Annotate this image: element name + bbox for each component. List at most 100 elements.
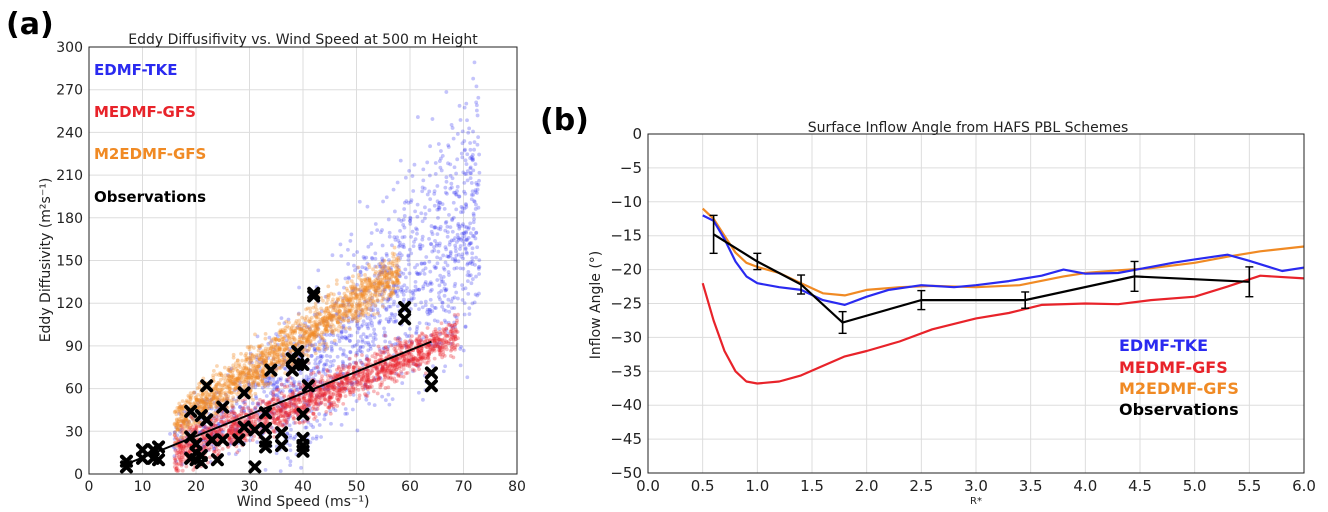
m2edmf-gfs-point xyxy=(389,274,394,279)
m2edmf-gfs-point xyxy=(345,302,349,307)
m2edmf-gfs-point xyxy=(389,277,393,282)
medmf-gfs-point xyxy=(251,419,256,424)
medmf-gfs-point xyxy=(322,387,327,391)
edmf-tke-point xyxy=(455,296,460,301)
edmf-tke-point xyxy=(343,411,348,416)
m2edmf-gfs-point xyxy=(351,282,356,286)
edmf-tke-point xyxy=(288,459,293,464)
m2edmf-gfs-point xyxy=(207,398,212,403)
edmf-tke-point xyxy=(401,292,406,297)
edmf-tke-point xyxy=(428,297,433,302)
m2edmf-gfs-point xyxy=(213,386,218,391)
edmf-tke-point xyxy=(438,165,443,170)
edmf-tke-point xyxy=(382,330,387,335)
m2edmf-gfs-point xyxy=(382,273,387,278)
edmf-tke-point xyxy=(300,419,305,423)
m2edmf-gfs-point xyxy=(329,291,334,296)
edmf-tke-point xyxy=(454,266,459,270)
edmf-tke-point xyxy=(457,194,461,199)
edmf-tke-point xyxy=(211,416,216,421)
edmf-tke-point xyxy=(435,261,440,266)
edmf-tke-point xyxy=(366,326,371,331)
edmf-tke-point xyxy=(452,295,457,300)
edmf-tke-point xyxy=(438,256,443,261)
edmf-tke-point xyxy=(314,436,319,441)
edmf-tke-point xyxy=(207,404,212,409)
m2edmf-gfs-point xyxy=(234,399,238,404)
medmf-gfs-point xyxy=(179,423,184,428)
edmf-tke-point xyxy=(437,283,442,288)
edmf-tke-point xyxy=(232,388,237,393)
medmf-gfs-point xyxy=(399,369,403,374)
edmf-tke-point xyxy=(455,184,460,189)
medmf-gfs-point xyxy=(364,357,369,361)
edmf-tke-point xyxy=(279,382,284,387)
edmf-tke-point xyxy=(232,413,237,418)
m2edmf-gfs-point xyxy=(208,393,213,398)
edmf-tke-point xyxy=(338,346,343,351)
edmf-tke-point xyxy=(472,217,476,222)
m2edmf-gfs-point xyxy=(175,421,180,426)
m2edmf-gfs-point xyxy=(285,343,289,348)
edmf-tke-point xyxy=(399,270,403,275)
m2edmf-gfs-point xyxy=(194,398,199,403)
edmf-tke-point xyxy=(469,155,474,159)
m2edmf-gfs-point xyxy=(380,265,384,270)
m2edmf-gfs-point xyxy=(332,303,337,308)
m2edmf-gfs-point xyxy=(376,284,381,289)
m2edmf-gfs-point xyxy=(331,331,336,335)
m2edmf-gfs-point xyxy=(384,278,389,283)
edmf-tke-point xyxy=(337,336,342,341)
edmf-tke-point xyxy=(248,438,252,443)
edmf-tke-point xyxy=(281,362,286,366)
m2edmf-gfs-point xyxy=(278,332,282,337)
medmf-gfs-point xyxy=(346,369,351,374)
edmf-tke-point xyxy=(362,256,367,261)
edmf-tke-point xyxy=(360,350,364,354)
edmf-tke-point xyxy=(333,301,338,306)
m2edmf-gfs-point xyxy=(366,297,371,302)
edmf-tke-point xyxy=(453,243,458,248)
m2edmf-gfs-point xyxy=(264,381,269,386)
edmf-tke-point xyxy=(450,257,455,261)
edmf-tke-point xyxy=(408,218,412,223)
m2edmf-gfs-point xyxy=(349,287,354,292)
m2edmf-gfs-point xyxy=(252,365,257,370)
medmf-gfs-point xyxy=(220,415,224,420)
edmf-tke-point xyxy=(445,263,450,268)
edmf-tke-point xyxy=(429,224,434,228)
edmf-tke-point xyxy=(457,224,462,229)
medmf-gfs-point xyxy=(452,346,457,351)
edmf-tke-point xyxy=(384,317,389,322)
edmf-tke-point xyxy=(409,200,413,204)
edmf-tke-point xyxy=(336,317,341,322)
edmf-tke-point xyxy=(380,228,384,232)
edmf-tke-point xyxy=(386,217,391,222)
edmf-tke-point xyxy=(179,427,184,432)
edmf-tke-point xyxy=(378,230,383,235)
edmf-tke-point xyxy=(452,320,457,325)
edmf-tke-point xyxy=(312,312,317,317)
m2edmf-gfs-point xyxy=(337,315,342,320)
edmf-tke-point xyxy=(393,288,397,293)
m2edmf-gfs-point xyxy=(222,365,227,370)
edmf-tke-point xyxy=(260,385,265,390)
medmf-gfs-point xyxy=(411,362,416,367)
edmf-tke-point xyxy=(443,185,448,190)
edmf-tke-point xyxy=(251,380,256,385)
m2edmf-gfs-point xyxy=(356,306,361,311)
m2edmf-gfs-point xyxy=(304,338,309,343)
edmf-tke-point xyxy=(328,354,333,359)
edmf-tke-point xyxy=(211,444,216,449)
edmf-tke-point xyxy=(178,429,182,434)
edmf-tke-point xyxy=(230,408,235,413)
m2edmf-gfs-point xyxy=(197,385,202,390)
medmf-gfs-point xyxy=(291,417,296,421)
m2edmf-gfs-point xyxy=(279,347,284,352)
edmf-tke-point xyxy=(471,220,476,225)
edmf-tke-point xyxy=(415,271,420,276)
edmf-tke-point xyxy=(425,307,430,312)
edmf-tke-point xyxy=(394,291,399,296)
m2edmf-gfs-point xyxy=(235,358,240,363)
edmf-tke-point xyxy=(196,404,201,409)
